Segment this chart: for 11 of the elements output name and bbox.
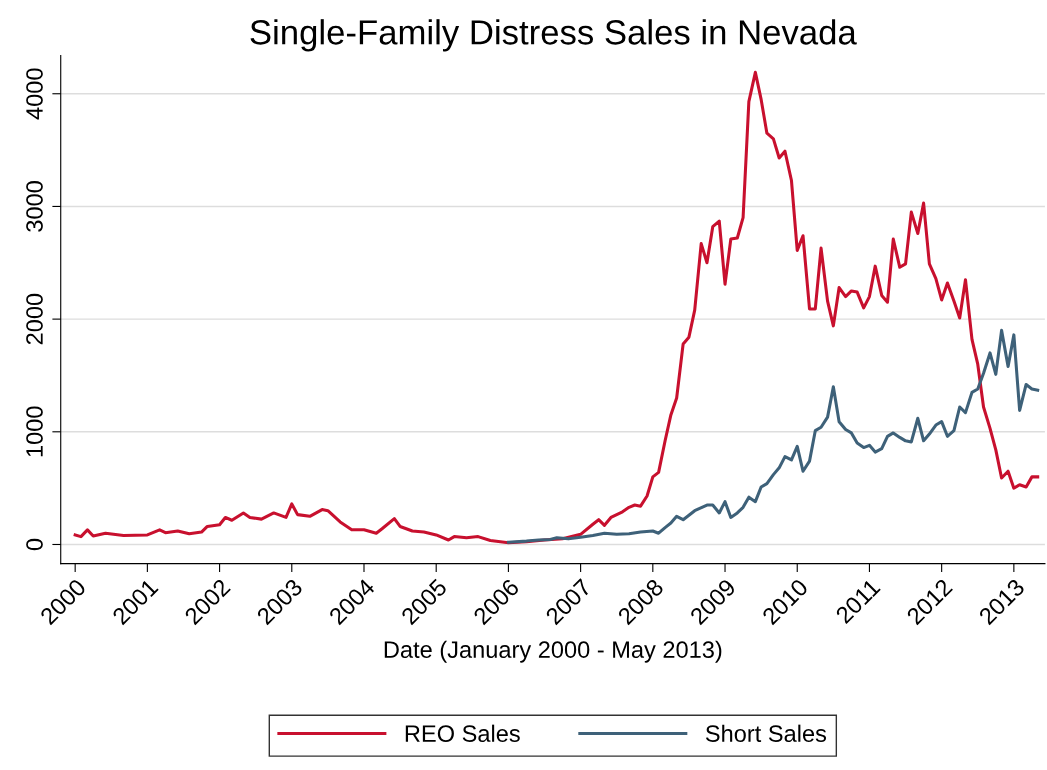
y-tick-label: 3000 — [26, 181, 43, 232]
y-tick-label: 0 — [26, 538, 43, 551]
y-tick-label: 1000 — [26, 406, 43, 457]
legend-label: REO Sales — [405, 724, 520, 742]
x-axis-title: Date (January 2000 - May 2013) — [384, 640, 722, 663]
line-series — [506, 328, 1040, 544]
legend-label: Short Sales — [705, 724, 827, 742]
chart-title: Single-Family Distress Sales in Nevada — [250, 19, 857, 52]
y-tick-label: 2000 — [26, 293, 43, 345]
y-tick-label: 4000 — [26, 68, 43, 120]
line-series — [73, 70, 1040, 545]
